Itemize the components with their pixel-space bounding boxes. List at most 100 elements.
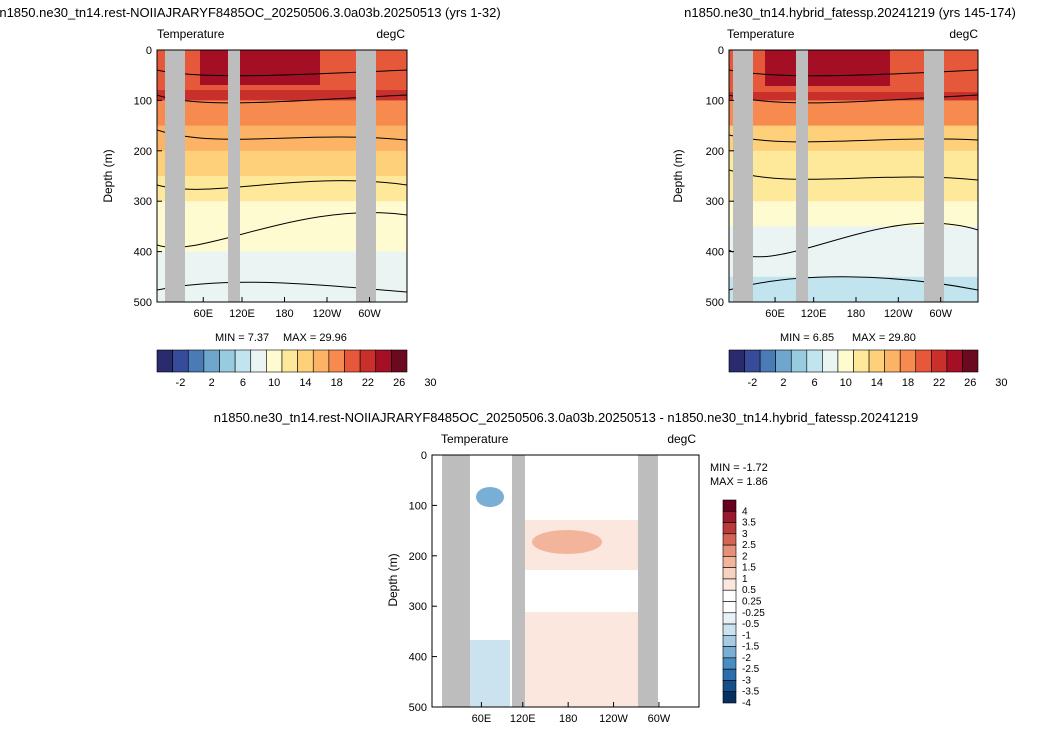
colorbar-label: -2.5: [742, 664, 760, 675]
panel-left-land-mask: [228, 50, 240, 302]
colorbar-label: 3.5: [742, 518, 756, 529]
x-tick-label: 60W: [648, 713, 671, 725]
colorbar-swatch: [156, 349, 173, 373]
x-tick-label: 60E: [472, 713, 492, 725]
panel-diff-title: n1850.ne30_tn14.rest-NOIIAJRARYF8485OC_2…: [214, 410, 918, 425]
panel-right-x-ticks: 60E 120E 180 120W 60W: [765, 297, 953, 320]
colorbar-label: 18: [331, 377, 343, 389]
colorbar-label: 1: [742, 574, 748, 585]
colorbar-swatch: [722, 601, 737, 614]
colorbar-swatch: [722, 635, 737, 647]
x-tick-label: 120E: [229, 308, 255, 320]
panel-right-land-mask: [924, 50, 944, 302]
y-tick-label: 400: [134, 247, 152, 259]
panel-right-field: [729, 50, 978, 302]
colorbar-swatch: [806, 349, 823, 373]
colorbar-swatch: [775, 349, 792, 373]
panel-right-max: MAX = 29.80: [852, 332, 916, 344]
colorbar-label: 14: [299, 377, 311, 389]
colorbar-label: 30: [424, 377, 436, 389]
colorbar-swatch: [759, 349, 776, 373]
x-tick-label: 120E: [510, 713, 536, 725]
panel-right-title: n1850.ne30_tn14.hybrid_fatessp.20241219 …: [684, 5, 1016, 20]
panel-left-land-mask: [165, 50, 185, 302]
panel-diff-y-ticks: 0 100 200 300 400 500: [409, 450, 437, 714]
panel-left-field: [157, 50, 407, 302]
colorbar-label: 4: [742, 506, 748, 517]
colorbar-swatch: [722, 589, 737, 602]
x-tick-label: 180: [847, 308, 865, 320]
colorbar-swatch: [375, 349, 392, 373]
colorbar-label: 0.25: [742, 597, 762, 608]
x-tick-label: 180: [275, 308, 293, 320]
panel-right-y-ticks: 0 100 200 300 400 500: [706, 45, 734, 309]
y-tick-label: 100: [706, 95, 724, 107]
panel-right-ylabel: Depth (m): [671, 149, 685, 202]
colorbar-swatch: [250, 349, 267, 373]
y-tick-label: 200: [706, 146, 724, 158]
colorbar-swatch: [728, 349, 745, 373]
panel-diff-frame: [431, 454, 700, 708]
panel-left-max: MAX = 29.96: [283, 332, 347, 344]
colorbar-label: -3: [742, 675, 751, 686]
panel-left-ylabel: Depth (m): [101, 149, 115, 202]
colorbar-label: 0.5: [742, 585, 756, 596]
colorbar-label: 22: [362, 377, 374, 389]
colorbar-label: 2: [742, 551, 748, 562]
colorbar-swatch: [853, 349, 870, 373]
y-tick-label: 300: [409, 601, 427, 613]
panel-diff-anomaly-negative: [470, 640, 510, 707]
y-tick-label: 500: [134, 297, 152, 309]
colorbar-label: 6: [812, 377, 818, 389]
y-tick-label: 500: [409, 702, 427, 714]
colorbar-swatch: [722, 544, 737, 557]
y-tick-label: 100: [134, 95, 152, 107]
y-tick-label: 0: [718, 45, 724, 57]
x-tick-label: 120W: [313, 308, 342, 320]
panel-right-min: MIN = 6.85: [780, 332, 834, 344]
colorbar-label: -3.5: [742, 687, 760, 698]
colorbar-swatch: [187, 349, 205, 373]
colorbar-label: 26: [393, 377, 405, 389]
colorbar-swatch: [722, 612, 737, 625]
colorbar-label: 1.5: [742, 563, 756, 574]
panel-right-colorbar: -2 2 6 10 14 18 22 26 30: [728, 349, 1007, 389]
y-tick-label: 400: [409, 652, 427, 664]
colorbar-swatch: [744, 349, 761, 373]
colorbar-swatch: [822, 349, 839, 373]
colorbar-swatch: [946, 349, 963, 373]
panel-right-land-mask: [733, 50, 753, 302]
colorbar-label: -2: [747, 377, 757, 389]
colorbar-swatch: [266, 349, 283, 373]
colorbar-label: -4: [742, 698, 751, 709]
panel-left: n1850.ne30_tn14.rest-NOIIAJRARYF8485OC_2…: [0, 5, 501, 389]
colorbar-label: -2: [176, 377, 186, 389]
panel-right-units: degC: [949, 27, 978, 41]
y-tick-label: 300: [706, 196, 724, 208]
panel-left-x-ticks: 60E 120E 180 120W 60W: [193, 297, 381, 320]
y-tick-label: 0: [146, 45, 152, 57]
colorbar-swatch: [203, 349, 220, 373]
colorbar-label: 3: [742, 529, 748, 540]
colorbar-swatch: [884, 349, 901, 373]
x-tick-label: 120E: [801, 308, 827, 320]
panel-left-y-ticks: 0 100 200 300 400 500: [134, 45, 162, 309]
colorbar-swatch: [722, 567, 737, 580]
colorbar-label: 30: [995, 377, 1007, 389]
panel-diff-anomaly-region: [525, 612, 645, 707]
colorbar-swatch: [868, 349, 885, 373]
colorbar-swatch: [312, 349, 330, 373]
panel-left-title: n1850.ne30_tn14.rest-NOIIAJRARYF8485OC_2…: [0, 5, 501, 20]
y-tick-label: 200: [409, 551, 427, 563]
panel-left-land-mask: [356, 50, 376, 302]
x-tick-label: 60E: [193, 308, 213, 320]
x-tick-label: 60W: [358, 308, 381, 320]
colorbar-swatch: [172, 349, 189, 373]
panel-diff-units: degC: [667, 432, 696, 446]
panel-right-warm-core: [765, 50, 890, 86]
panel-left-colorbar: -2 2 6 10 14 18 22 26 30: [156, 349, 437, 389]
colorbar-swatch: [722, 646, 737, 659]
colorbar-swatch: [722, 533, 737, 546]
panel-diff-ylabel: Depth (m): [386, 553, 400, 606]
